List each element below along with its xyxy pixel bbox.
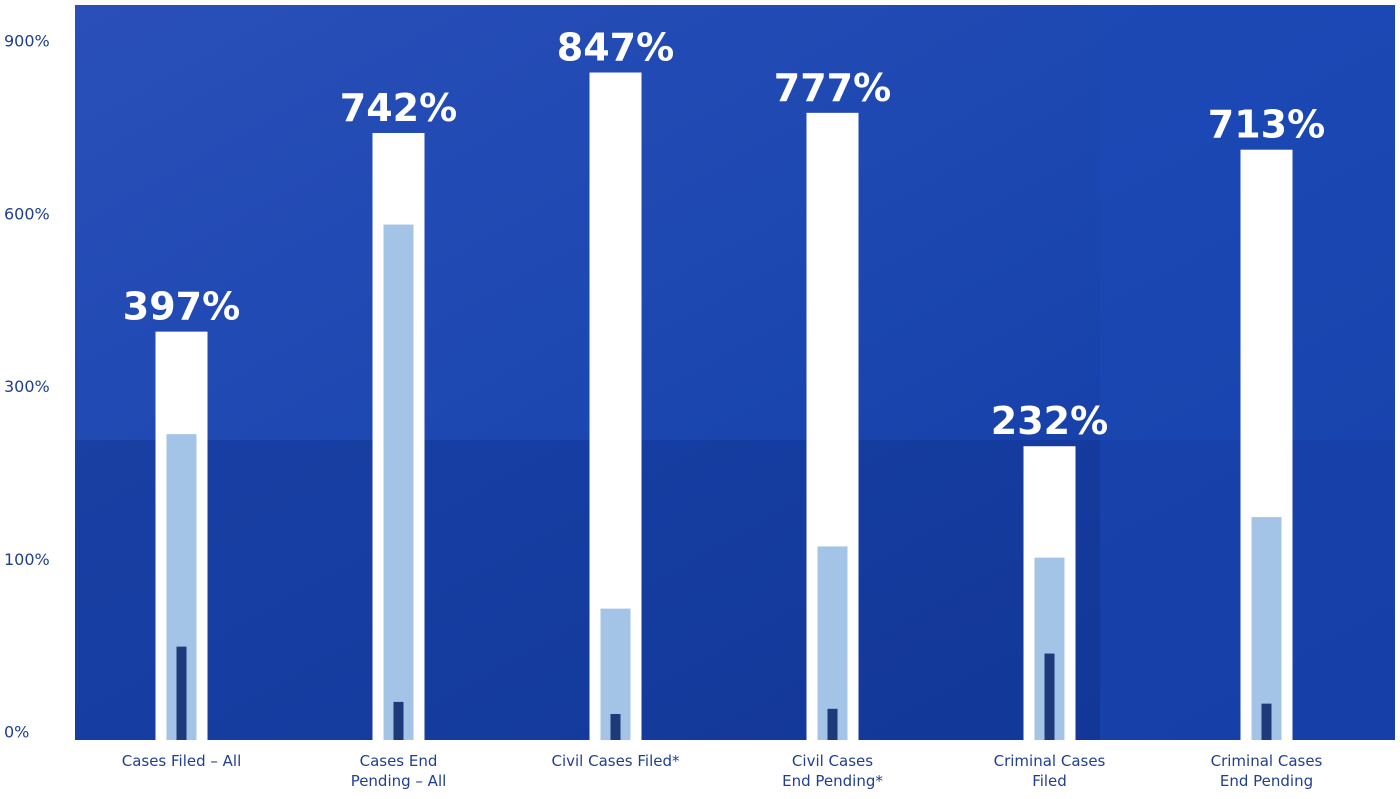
x-tick-line: Cases End	[360, 752, 438, 770]
y-tick-label: 0%	[4, 723, 29, 742]
x-tick-line: Criminal Cases	[994, 752, 1106, 770]
bar	[1251, 517, 1282, 740]
value-label: 742%	[340, 86, 457, 130]
value-label: 777%	[774, 66, 891, 110]
x-tick-label: Cases Filed – All	[122, 752, 242, 770]
x-tick-label: Civil Cases Filed*	[551, 752, 680, 770]
x-tick-line: Civil Cases	[792, 752, 873, 770]
bar	[176, 646, 187, 740]
x-tick-line: End Pending	[1220, 772, 1313, 790]
value-label: 397%	[123, 285, 240, 329]
x-tick-line: Civil Cases Filed*	[551, 752, 680, 770]
bar	[1261, 703, 1272, 740]
x-tick-line: Cases Filed – All	[122, 752, 242, 770]
bar	[393, 701, 404, 740]
bar	[817, 546, 848, 740]
x-tick-label: Civil Cases End Pending*	[782, 752, 883, 790]
y-tick-label: 100%	[4, 550, 50, 569]
bar	[610, 713, 621, 740]
bar	[383, 224, 414, 740]
x-tick-label: Criminal Cases End Pending	[1211, 752, 1323, 790]
x-tick-label: Cases End Pending – All	[351, 752, 447, 790]
value-label: 713%	[1208, 103, 1325, 147]
y-tick-label: 600%	[4, 204, 50, 223]
bar	[1044, 653, 1055, 740]
x-tick-line: Criminal Cases	[1211, 752, 1323, 770]
y-tick-label: 300%	[4, 377, 50, 396]
x-tick-label: Criminal Cases Filed	[994, 752, 1106, 790]
x-tick-line: Filed	[1032, 772, 1067, 790]
x-tick-line: End Pending*	[782, 772, 883, 790]
bar	[827, 708, 838, 740]
y-tick-label: 900%	[4, 32, 50, 51]
x-tick-line: Pending – All	[351, 772, 447, 790]
value-label: 847%	[557, 26, 674, 70]
value-label: 232%	[991, 399, 1108, 443]
